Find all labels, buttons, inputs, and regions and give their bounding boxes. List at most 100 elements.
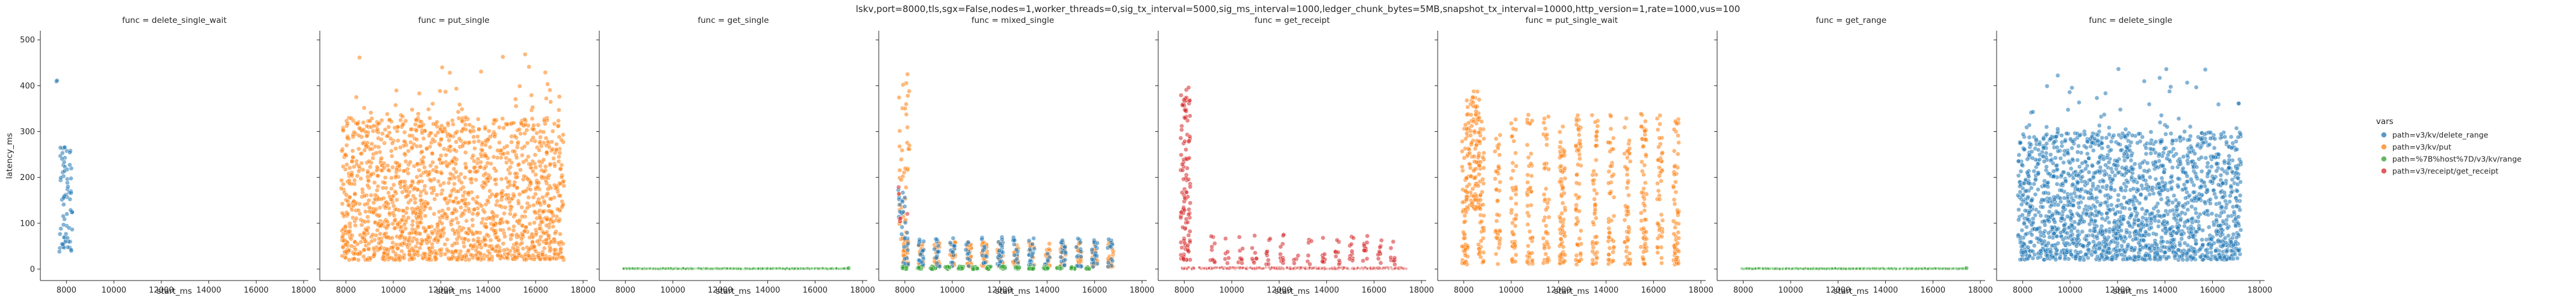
data-point xyxy=(368,110,373,116)
data-point xyxy=(1642,128,1647,134)
data-point xyxy=(366,178,371,184)
data-point xyxy=(1529,118,1535,123)
data-point xyxy=(1624,244,1630,250)
data-point xyxy=(1639,169,1645,174)
data-point xyxy=(552,231,558,236)
data-point xyxy=(1217,266,1221,270)
data-point xyxy=(62,144,67,150)
data-point xyxy=(532,244,537,249)
data-point xyxy=(519,236,524,241)
data-point xyxy=(356,208,361,213)
data-point xyxy=(1542,197,1548,202)
data-point xyxy=(1478,193,1483,198)
data-point xyxy=(404,188,409,194)
data-point xyxy=(1239,257,1244,262)
data-point xyxy=(561,132,566,137)
data-point xyxy=(399,217,404,223)
data-point xyxy=(1496,164,1501,169)
data-point xyxy=(1557,144,1562,150)
data-point xyxy=(547,161,553,167)
data-point xyxy=(546,233,551,238)
data-point xyxy=(999,237,1005,242)
data-point xyxy=(1481,213,1486,218)
data-point xyxy=(390,240,395,245)
data-point xyxy=(441,181,446,186)
data-point xyxy=(556,159,561,164)
data-point xyxy=(426,107,431,112)
y-tick-label: 200 xyxy=(20,173,35,182)
data-point xyxy=(1476,130,1481,135)
data-point xyxy=(1511,126,1516,131)
data-point xyxy=(1345,267,1349,270)
data-point xyxy=(1545,200,1550,206)
data-point xyxy=(501,151,507,157)
data-point xyxy=(905,125,910,130)
data-point xyxy=(479,203,484,208)
data-point xyxy=(516,201,521,206)
data-point xyxy=(385,219,390,225)
data-point xyxy=(399,225,404,229)
data-point xyxy=(353,223,358,228)
data-point xyxy=(1180,225,1185,230)
data-point xyxy=(935,243,941,249)
data-point xyxy=(415,161,420,166)
data-point xyxy=(448,171,453,176)
data-point xyxy=(438,234,443,239)
data-point xyxy=(466,226,472,231)
data-point xyxy=(455,189,461,194)
data-point xyxy=(419,119,424,125)
data-point xyxy=(367,147,373,152)
data-point xyxy=(357,133,361,138)
data-point xyxy=(1625,238,1630,243)
data-point xyxy=(1573,207,1579,213)
data-point xyxy=(1638,111,1644,116)
data-point xyxy=(466,190,471,195)
data-point xyxy=(478,252,483,256)
data-point xyxy=(1478,197,1483,203)
data-point xyxy=(1510,160,1515,166)
data-point xyxy=(1676,152,1680,157)
data-point xyxy=(1514,187,1519,193)
data-point xyxy=(752,267,756,270)
data-point xyxy=(1659,234,1664,239)
data-point xyxy=(1351,235,1356,241)
data-point xyxy=(1514,191,1518,197)
data-point xyxy=(902,236,908,241)
data-point xyxy=(1526,155,1531,160)
data-point xyxy=(906,88,912,94)
data-point xyxy=(1197,265,1202,270)
data-point xyxy=(1203,267,1206,270)
data-point xyxy=(1014,265,1020,270)
data-point xyxy=(544,96,549,101)
data-point xyxy=(1265,249,1270,254)
data-point xyxy=(367,119,373,123)
data-point xyxy=(1225,249,1230,255)
data-point xyxy=(506,196,511,201)
data-point xyxy=(1673,179,1678,185)
data-point xyxy=(1476,115,1482,120)
data-point xyxy=(1611,244,1617,250)
data-point xyxy=(1012,238,1017,243)
data-point xyxy=(442,211,448,217)
data-point xyxy=(430,160,435,165)
data-point xyxy=(447,176,452,181)
data-point xyxy=(401,208,406,214)
data-point xyxy=(437,143,443,148)
data-point xyxy=(1546,114,1551,119)
data-point xyxy=(1182,116,1188,121)
data-point xyxy=(1574,118,1579,123)
data-point xyxy=(1641,186,1646,191)
data-point xyxy=(555,123,561,129)
data-point xyxy=(899,157,904,162)
data-point xyxy=(495,253,501,258)
data-point xyxy=(390,165,395,170)
data-point xyxy=(1626,193,1631,198)
data-point xyxy=(378,246,382,251)
data-point xyxy=(379,137,384,142)
data-point xyxy=(476,126,482,132)
panel-title-1: func = delete_single_wait xyxy=(122,16,227,25)
data-point xyxy=(398,145,403,150)
data-point xyxy=(1560,223,1565,229)
data-point xyxy=(704,267,708,270)
data-point xyxy=(1296,265,1300,270)
